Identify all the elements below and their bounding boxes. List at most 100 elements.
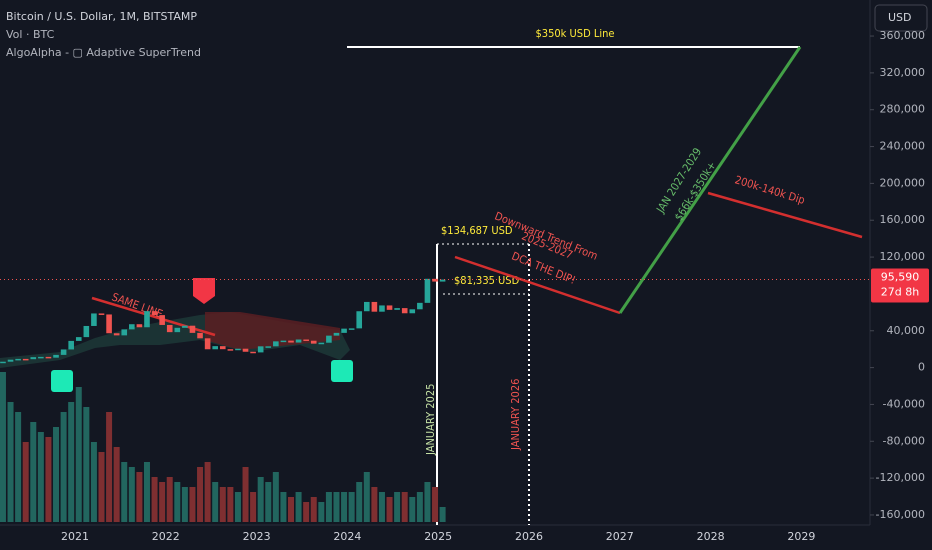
volume-bar [333,492,340,522]
candle [227,349,234,351]
candle [68,340,74,350]
time-label: 2025 [424,530,452,543]
price-tick-label: 320,000 [880,66,926,79]
candle [303,339,309,342]
candle [45,356,52,359]
price-tick-label: 280,000 [880,103,926,116]
volume-bar [98,452,105,522]
volume-bar [106,412,113,522]
time-label: 2023 [243,530,271,543]
candle [144,311,150,328]
volume-bar [204,462,211,522]
volume-bar [37,432,44,522]
candle [30,357,37,360]
time-label: 2021 [61,530,89,543]
candle [15,358,21,361]
volume-bar [189,487,196,522]
volume-bar [128,467,135,522]
symbol: Bitcoin / U.S. Dollar, 1M, BITSTAMP [6,10,197,23]
volume-bar [341,492,348,522]
volume-bar [45,437,52,522]
buy-signal [51,370,73,392]
candle [75,337,82,341]
volume-bar [121,462,128,522]
volume-bar [401,492,408,522]
candle [295,339,302,343]
volume-bar [325,492,332,522]
candle [318,342,325,345]
volume-bar [416,492,423,522]
volume-bar [348,492,355,522]
volume-bar [60,412,67,522]
dip-line [707,191,863,239]
currency-button[interactable] [874,4,928,32]
price-tick-label: -120,000 [876,471,925,484]
volume-bar [295,492,302,522]
candle [386,305,393,310]
candle [356,311,363,329]
candle [60,349,67,355]
candle [273,341,279,347]
candle [106,314,112,334]
volume-bar [257,477,264,522]
candle [288,340,294,343]
candle [113,333,120,336]
volume-bar [280,492,287,522]
low-label: $81,335 USD [454,274,520,287]
candle [439,279,446,282]
candle [22,358,29,361]
volume-bar [356,482,363,522]
volume-bar [432,487,439,522]
time-label: 2026 [515,530,543,543]
uptrend-line [618,46,802,314]
time-label: 2029 [787,530,815,543]
volume-bar [83,407,90,522]
countdown-label: 27d 8h [881,286,919,299]
price-tick-label: -160,000 [876,508,925,521]
volume-bar [227,487,234,522]
candle [7,359,14,362]
candle [166,324,173,333]
jan2025-label: JANUARY 2025 [424,384,437,456]
volume-bar [90,442,97,522]
volume-bar [219,487,226,522]
candle [310,340,317,344]
volume-bar [166,477,173,522]
candle [189,325,196,333]
volume-bar [75,387,82,522]
candle [417,302,423,310]
volume-bar [424,482,431,522]
price-tick-label: 120,000 [880,250,926,263]
volume-bar [159,482,166,522]
volume-bar [7,402,14,522]
candle [250,351,256,354]
last-price-label: 95,590 [881,271,920,284]
candle [151,311,158,316]
candle [242,348,249,352]
volume-bar [265,482,272,522]
volume-bar [394,492,401,522]
volume-bar [15,412,22,522]
volume-bar [174,482,181,522]
volume-bar [378,492,385,522]
candle [129,324,135,330]
volume-bar [30,422,37,522]
indicator-legend: AlgoAlpha - ▢ Adaptive SuperTrend [6,46,201,59]
downtrend-line [454,255,621,315]
volume-bar [272,472,279,522]
time-label: 2027 [606,530,634,543]
volume-bar [212,482,219,522]
candle [98,313,105,315]
currency-label[interactable]: USD [888,11,912,24]
volume-bar [181,487,188,522]
candle [257,346,264,353]
candle [326,335,332,343]
candle [265,346,272,348]
time-label: 2024 [333,530,361,543]
volume-bar [234,492,241,522]
candle [53,354,59,358]
candle [364,301,370,312]
volume-bar [113,447,120,522]
volume-bar [53,427,60,522]
candle [159,315,165,325]
